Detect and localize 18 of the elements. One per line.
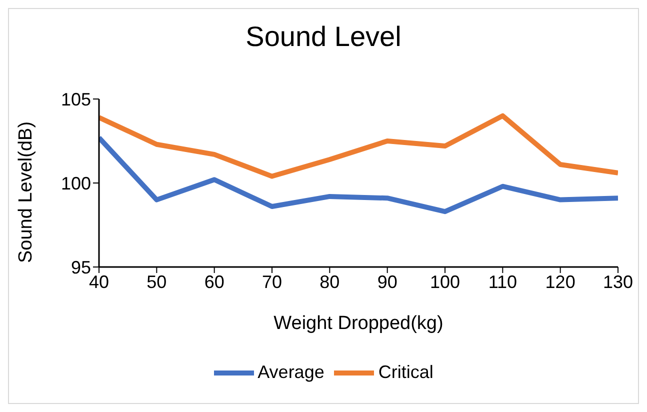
x-tick-label: 50 (146, 272, 167, 292)
y-tick-label: 105 (60, 89, 91, 110)
x-tick-label: 60 (204, 272, 224, 292)
legend-label: Average (258, 362, 324, 382)
x-axis-title: Weight Dropped(kg) (274, 313, 444, 334)
y-tick-label: 100 (60, 173, 91, 194)
x-tick-label: 80 (320, 272, 340, 292)
x-tick-label: 120 (545, 272, 576, 292)
y-axis-title: Sound Level(dB) (16, 121, 37, 263)
x-tick-label: 130 (602, 272, 634, 292)
x-tick-label: 90 (377, 272, 398, 292)
x-tick-label: 110 (488, 272, 518, 292)
x-tick-label: 70 (262, 272, 282, 292)
y-tick-label: 95 (70, 257, 91, 278)
legend-label: Critical (378, 362, 434, 382)
chart-title: Sound Level (244, 21, 402, 53)
x-tick-label: 100 (430, 272, 460, 292)
x-tick-label: 40 (88, 272, 110, 292)
